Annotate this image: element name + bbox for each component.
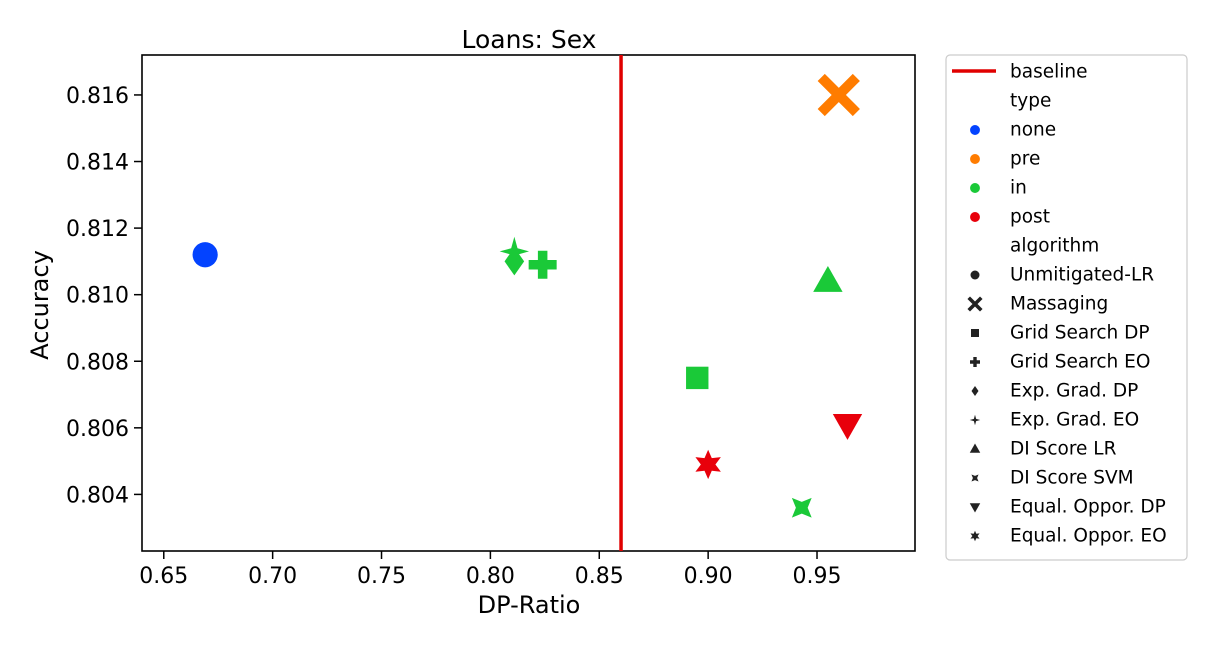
legend-marker-di-score-svm xyxy=(971,474,979,482)
x-axis: 0.65 0.70 0.75 0.80 0.85 0.90 0.95 xyxy=(139,551,842,589)
legend-label-pre: pre xyxy=(1010,149,1040,170)
legend-label-grid-search-eo: Grid Search EO xyxy=(1010,352,1150,373)
legend-marker-di-score-lr xyxy=(969,443,981,453)
x-tick-label: 0.65 xyxy=(139,564,188,589)
y-tick-label: 0.806 xyxy=(66,417,129,442)
legend-frame xyxy=(945,54,1188,561)
chart-title: Loans: Sex xyxy=(462,25,597,54)
legend-label-baseline: baseline xyxy=(1010,62,1088,83)
x-tick-label: 0.95 xyxy=(793,564,842,589)
y-axis-title: Accuracy xyxy=(26,250,54,360)
y-tick-label: 0.810 xyxy=(66,284,129,309)
point-unmitigated-lr xyxy=(192,242,218,268)
legend-label-type: type xyxy=(1010,91,1051,112)
legend-label-massaging: Massaging xyxy=(1010,294,1108,315)
legend-marker-exp-grad-eo xyxy=(969,414,981,426)
legend-label-none: none xyxy=(1010,120,1056,141)
legend-marker-unmitigated-lr xyxy=(970,270,980,280)
y-tick-label: 0.808 xyxy=(66,350,129,375)
x-tick-label: 0.75 xyxy=(357,564,406,589)
legend-label-di-score-svm: DI Score SVM xyxy=(1010,468,1134,489)
y-axis: 0.804 0.806 0.808 0.810 0.812 0.814 0.816 xyxy=(66,84,142,508)
legend-label-algorithm: algorithm xyxy=(1010,236,1099,257)
legend-label-unmitigated-lr: Unmitigated-LR xyxy=(1010,265,1154,286)
legend-marker-equal-oppor-eo xyxy=(970,530,980,542)
x-tick-label: 0.85 xyxy=(575,564,624,589)
point-di-score-svm xyxy=(791,497,812,518)
legend: baseline type none pre in post algorithm Unmiti… xyxy=(945,54,1188,561)
legend-marker-grid-search-dp xyxy=(971,329,979,337)
legend-label-in: in xyxy=(1010,178,1027,199)
legend-marker-massaging xyxy=(967,296,983,312)
x-tick-label: 0.70 xyxy=(248,564,297,589)
plot-area xyxy=(141,54,916,552)
legend-marker-pre xyxy=(970,154,980,164)
x-tick-label: 0.80 xyxy=(466,564,515,589)
legend-marker-equal-oppor-dp xyxy=(969,503,981,513)
point-equal-oppor-eo xyxy=(695,449,721,480)
point-exp-grad-eo xyxy=(499,236,530,267)
legend-marker-none xyxy=(970,125,980,135)
legend-marker-exp-grad-dp xyxy=(971,386,979,396)
legend-label-equal-oppor-dp: Equal. Oppor. DP xyxy=(1010,497,1166,518)
x-axis-title: DP-Ratio xyxy=(478,591,581,619)
legend-label-equal-oppor-eo: Equal. Oppor. EO xyxy=(1010,526,1167,547)
legend-marker-post xyxy=(970,212,980,222)
legend-label-exp-grad-eo: Exp. Grad. EO xyxy=(1010,410,1139,431)
y-tick-label: 0.804 xyxy=(66,483,129,508)
legend-label-grid-search-dp: Grid Search DP xyxy=(1010,323,1150,344)
legend-marker-grid-search-eo xyxy=(970,357,980,367)
y-tick-label: 0.816 xyxy=(66,84,129,109)
legend-marker-in xyxy=(970,183,980,193)
point-grid-search-dp xyxy=(686,366,709,390)
point-grid-search-eo xyxy=(528,250,557,279)
y-tick-label: 0.812 xyxy=(66,217,129,242)
y-tick-label: 0.814 xyxy=(66,151,129,176)
point-massaging xyxy=(817,73,860,117)
point-di-score-lr xyxy=(813,265,843,292)
legend-label-exp-grad-dp: Exp. Grad. DP xyxy=(1010,381,1138,402)
legend-label-post: post xyxy=(1010,207,1050,228)
legend-label-di-score-lr: DI Score LR xyxy=(1010,439,1117,460)
point-equal-oppor-dp xyxy=(832,414,863,440)
plot-frame xyxy=(141,54,916,552)
x-tick-label: 0.90 xyxy=(684,564,733,589)
